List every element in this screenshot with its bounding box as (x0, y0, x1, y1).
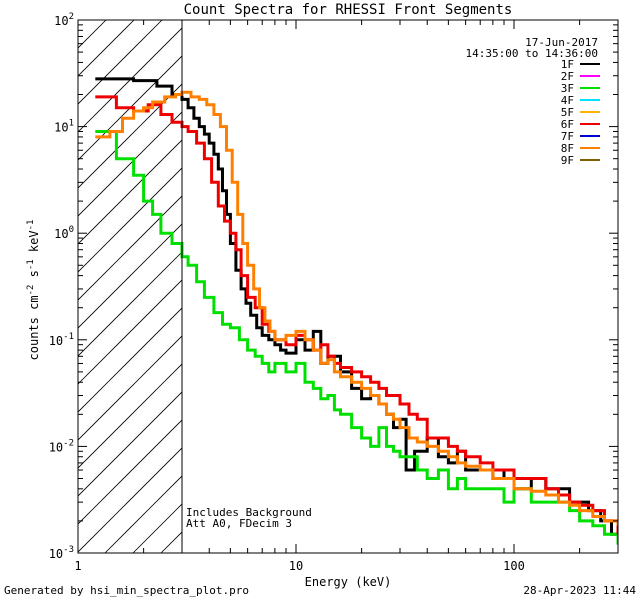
legend-label-4F: 4F (561, 94, 574, 107)
hatch-line (78, 419, 183, 525)
y-label-exp-2: -1 (26, 259, 36, 270)
series-1F-line (95, 77, 618, 536)
legend-label-7F: 7F (561, 130, 574, 143)
y-label-exp-1: -2 (26, 285, 36, 296)
annotation-background: Includes Background (186, 506, 312, 519)
hatch-line (78, 279, 183, 385)
series-8F-line (95, 90, 618, 526)
y-tick-label: 10-2 (49, 438, 74, 454)
annotation-attenuator: Att A0, FDecim 3 (186, 517, 292, 530)
x-tick-label: 10 (289, 559, 303, 573)
series-layer (95, 77, 618, 545)
x-tick-label: 100 (503, 559, 525, 573)
y-tick-label: 100 (54, 225, 74, 241)
series-3F-line (95, 130, 618, 545)
hatch-line (78, 111, 183, 217)
legend-label-2F: 2F (561, 70, 574, 83)
date-text: 17-Jun-2017 (525, 36, 598, 49)
y-label-part-kev: keV (27, 230, 41, 259)
legend-label-9F: 9F (561, 154, 574, 167)
hatch-line (78, 363, 183, 469)
hatch-line (78, 27, 183, 133)
x-axis-label: Energy (keV) (305, 575, 392, 589)
legend-label-5F: 5F (561, 106, 574, 119)
legend-label-8F: 8F (561, 142, 574, 155)
hatch-line (78, 20, 107, 49)
hatch-line (78, 391, 183, 497)
hatch-line (78, 223, 183, 329)
hatch-line (78, 251, 183, 357)
y-label-part-s: s (27, 270, 41, 284)
hatch-line (78, 83, 183, 189)
y-tick-label: 10-3 (49, 545, 74, 561)
background-hatch-region (78, 20, 183, 553)
y-axis-label: counts cm-2 s-1 keV-1 (26, 220, 41, 361)
y-label-exp-3: -1 (26, 220, 36, 231)
hatch-line (78, 195, 183, 301)
x-axis: 1 10 100 (74, 20, 619, 573)
hatch-line (78, 139, 183, 245)
legend-label-3F: 3F (561, 82, 574, 95)
plot-frame (77, 19, 619, 554)
legend-label-1F: 1F (561, 58, 574, 71)
y-tick-label: 102 (54, 12, 74, 28)
x-tick-label: 1 (74, 559, 81, 573)
hatch-line (78, 20, 135, 77)
chart-title: Count Spectra for RHESSI Front Segments (184, 2, 513, 18)
hatch-line (78, 447, 183, 553)
legend-label-6F: 6F (561, 118, 574, 131)
series-6F-line (95, 95, 618, 535)
y-tick-label: 10-1 (49, 332, 74, 348)
y-tick-label: 101 (54, 119, 74, 135)
time-range-text: 14:35:00 to 14:36:00 (466, 47, 598, 60)
hatch-line (78, 20, 79, 21)
footer-generated-by: Generated by hsi_min_spectra_plot.pro (4, 584, 249, 597)
y-label-part-counts: counts cm (27, 295, 41, 360)
y-axis: 10-3 10-2 10-1 100 101 102 (49, 12, 618, 561)
hatch-line (78, 307, 183, 413)
footer-timestamp: 28-Apr-2023 11:44 (523, 584, 636, 597)
